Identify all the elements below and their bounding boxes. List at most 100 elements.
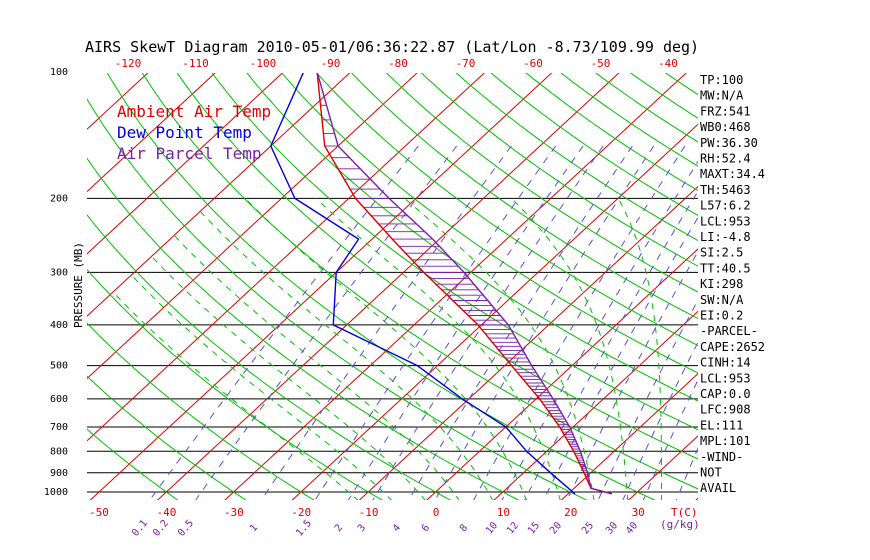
mixing-ratio-tick-label: 1	[248, 523, 260, 535]
index-entry: RH:52.4	[700, 152, 751, 166]
pressure-tick-label: 300	[50, 267, 68, 278]
dry-adiabat-line	[87, 214, 452, 500]
isotherm-line	[156, 73, 620, 500]
pressure-tick-label: 500	[50, 361, 68, 372]
isobar-lines	[87, 197, 698, 493]
mixing-ratio-line	[195, 145, 458, 500]
top-temp-tick-label: -50	[591, 57, 611, 70]
dry-adiabat-line	[176, 73, 698, 460]
index-entry: PW:36.30	[700, 136, 758, 150]
pressure-tick-label: 400	[50, 320, 68, 331]
plot-area	[0, 72, 698, 501]
isotherm-line	[87, 73, 418, 380]
dew-point-temp-line	[270, 73, 576, 495]
mixing-ratio-line	[473, 145, 686, 500]
mixing-ratio-tick-label: 0.2	[151, 518, 171, 539]
mixing-ratio-tick-label: 10	[484, 520, 500, 536]
index-entry: FRZ:541	[700, 104, 751, 118]
index-entry: -WIND-	[700, 450, 743, 464]
mixing-ratio-tick-label: 25	[580, 520, 596, 536]
bottom-temp-tick-label: 10	[497, 506, 510, 519]
isotherm-line	[0, 72, 14, 501]
bottom-temp-tick-label: 30	[632, 506, 645, 519]
mixing-ratio-line	[314, 145, 557, 500]
isotherm-line	[291, 123, 698, 500]
chart-title: AIRS SkewT Diagram 2010-05-01/06:36:22.8…	[85, 38, 699, 56]
index-entry: SI:2.5	[700, 246, 743, 260]
dry-adiabat-line	[385, 73, 698, 293]
bottom-temp-tick-labels: -50 -40 -30 -20 -10 0 10 20 30	[89, 506, 645, 519]
top-temp-tick-labels: -120 -110 -100 -90 -80 -70 -60 -50 -40	[115, 57, 678, 70]
mixing-ratio-tick-label: 0.5	[176, 518, 196, 539]
isotherm-line	[224, 73, 687, 500]
top-temp-tick-label: -110	[182, 57, 209, 70]
isotherm-line	[0, 72, 82, 501]
mixing-ratio-tick-label: 3	[356, 523, 368, 535]
bottom-temp-tick-label: 20	[564, 506, 577, 519]
index-entry: EL:111	[700, 418, 743, 432]
dry-adiabat-line	[316, 73, 698, 347]
dry-adiabat-line	[350, 73, 698, 320]
moist-adiabat-line	[113, 292, 359, 500]
dry-adiabat-line	[106, 73, 656, 500]
index-entry: CAPE:2652	[700, 340, 765, 354]
dry-adiabat-line	[87, 322, 315, 500]
moist-adiabat-line	[173, 235, 460, 500]
ambient-air-temp-line	[316, 73, 613, 495]
bottom-temp-tick-label: -10	[359, 506, 379, 519]
legend: Ambient Air Temp Dew Point Temp Air Parc…	[117, 102, 271, 163]
moist-adiabat-line	[617, 198, 662, 500]
mixing-ratio-tick-label: 8	[458, 523, 470, 535]
mixing-ratio-tick-label: 40	[624, 520, 640, 536]
dry-adiabat-line	[246, 73, 698, 402]
index-entry: CAP:0.0	[700, 387, 751, 401]
air-parcel-temp-line	[316, 73, 613, 495]
pressure-tick-label: 200	[50, 193, 68, 204]
mixing-ratio-tick-label: 12	[505, 520, 521, 536]
isotherm-line	[89, 73, 553, 500]
y-axis-label-group: PRESSURE (MB)	[72, 242, 85, 328]
mixing-ratio-tick-label: 2	[333, 523, 345, 535]
top-temp-tick-label: -90	[321, 57, 341, 70]
top-temp-tick-label: -100	[250, 57, 277, 70]
dry-adiabat-line	[560, 73, 698, 167]
mixing-ratio-line	[149, 145, 419, 500]
top-temp-tick-label: -120	[115, 57, 142, 70]
mixing-ratio-line	[372, 145, 604, 500]
dry-adiabat-line	[490, 73, 698, 216]
top-temp-tick-label: -40	[658, 57, 678, 70]
index-entry: SW:N/A	[700, 293, 744, 307]
mixing-ratio-tick-label: 30	[604, 520, 620, 536]
mixing-ratio-line	[347, 145, 584, 500]
y-axis-label: PRESSURE (MB)	[72, 242, 85, 328]
mixing-ratio-line	[566, 250, 698, 500]
mixing-ratio-tick-label: 0.1	[130, 518, 150, 539]
index-entry: CINH:14	[700, 356, 751, 370]
top-temp-tick-label: -70	[456, 57, 476, 70]
mixing-ratio-tick-label: 20	[548, 520, 564, 536]
top-temp-tick-label: -60	[523, 57, 543, 70]
index-entry: LI:-4.8	[700, 230, 751, 244]
index-entry: LCL:953	[700, 371, 751, 385]
index-entry: EI:0.2	[700, 309, 743, 323]
bottom-temp-tick-label: -30	[224, 506, 244, 519]
profile-series	[270, 73, 613, 495]
index-entry: MAXT:34.4	[700, 167, 765, 181]
dry-adiabat-line	[141, 73, 698, 490]
index-entry: MPL:101	[700, 434, 751, 448]
index-entry: KI:298	[700, 277, 743, 291]
index-entry: TT:40.5	[700, 261, 751, 275]
dry-adiabat-line	[525, 73, 698, 192]
mixing-ratio-line	[260, 145, 512, 500]
index-entry: L57:6.2	[700, 199, 751, 213]
moist-adiabat-line	[200, 211, 494, 500]
isotherm-line	[87, 73, 485, 442]
index-entry: WB0:468	[700, 120, 751, 134]
pressure-tick-label: 800	[50, 446, 68, 457]
index-entry: TH:5463	[700, 183, 751, 197]
dry-adiabat-lines	[87, 73, 698, 500]
x-axis-label-right: T(C)	[671, 506, 698, 519]
dry-adiabat-line	[87, 375, 247, 500]
dry-adiabat-line	[87, 97, 588, 500]
